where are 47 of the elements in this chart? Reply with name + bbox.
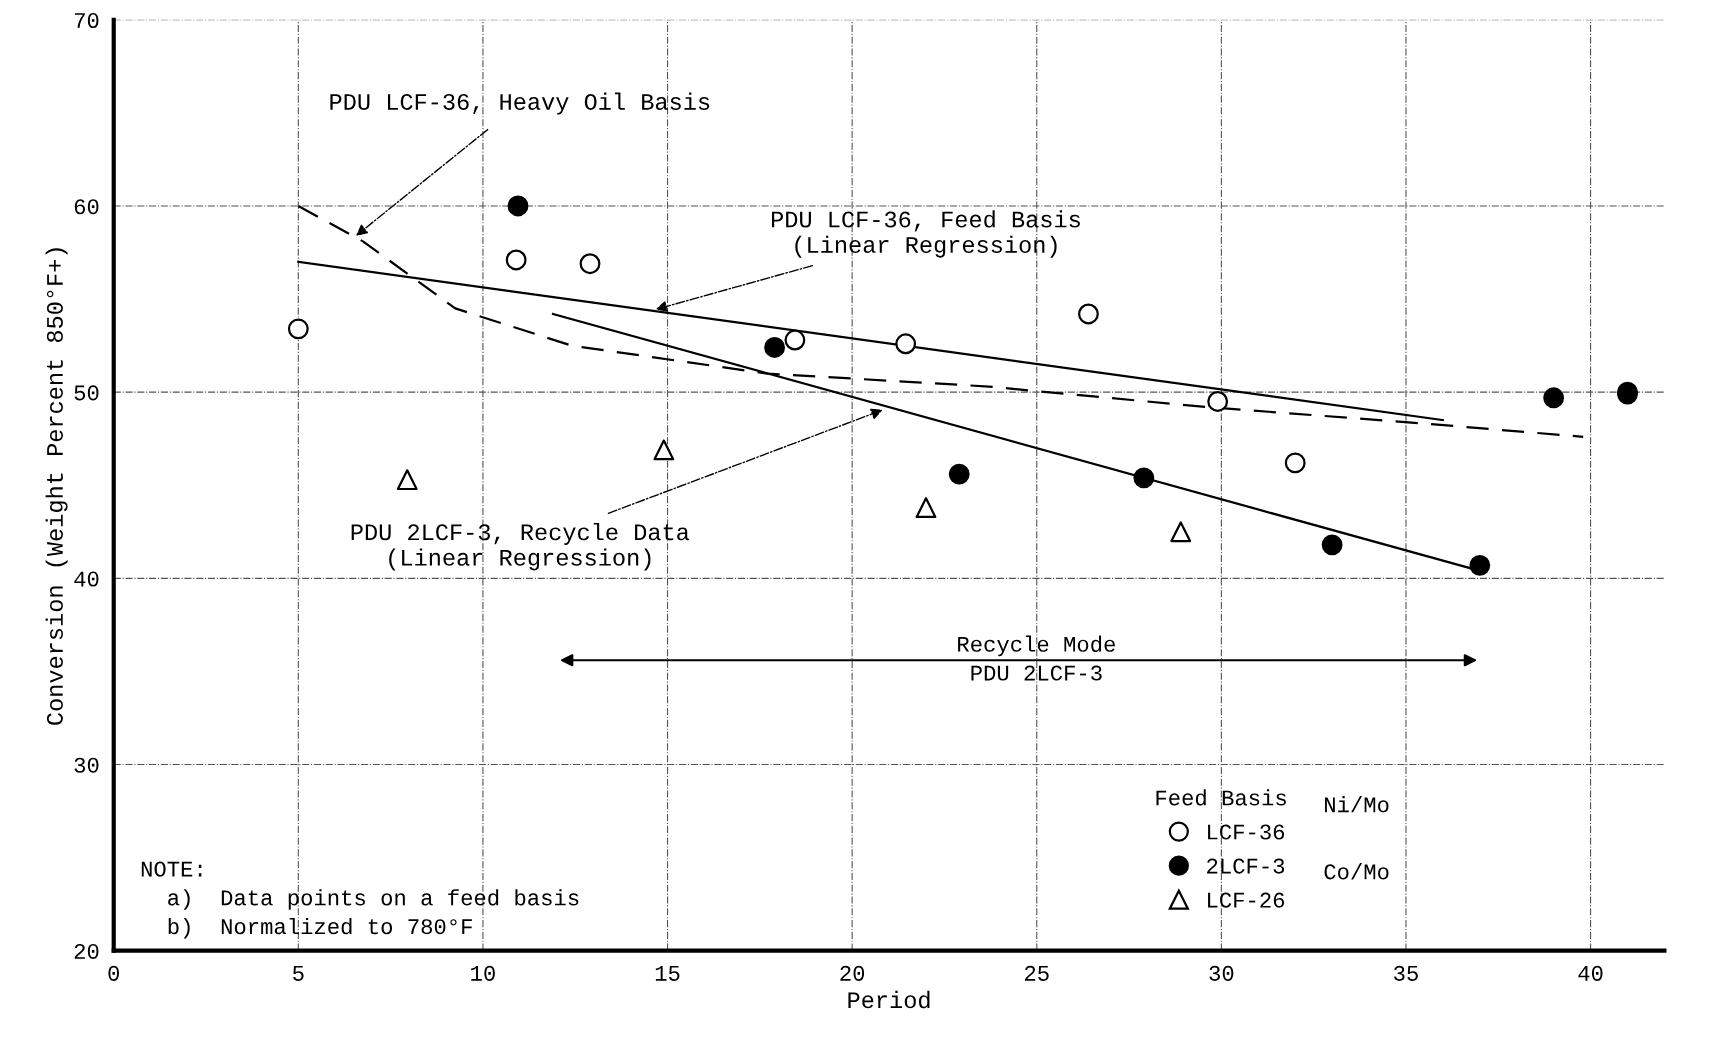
point <box>1078 303 1099 325</box>
y-tick-label: 20 <box>74 943 99 959</box>
x-tick-label: 15 <box>655 966 680 981</box>
x-axis-title: Period <box>848 990 930 1009</box>
point <box>948 463 970 485</box>
point <box>287 318 309 340</box>
legend-title: Feed Basis <box>1156 789 1286 806</box>
y-axis-title: Conversion (Weight Percent 850°F+) <box>45 248 68 725</box>
annotation: PDU 2LCF-3, Recycle Data (Linear Regression) <box>351 522 690 571</box>
point <box>653 439 675 461</box>
y-tick-label: 40 <box>74 571 99 587</box>
point <box>1170 521 1192 543</box>
point <box>1133 467 1155 489</box>
legend-label: LCF-26 <box>1208 892 1285 908</box>
annotation: NOTE: a) Data points on a feed basis b) Normalized to 780°F <box>141 861 579 939</box>
point <box>895 333 917 355</box>
point <box>579 253 601 275</box>
annotation: Co/Mo <box>1324 863 1389 880</box>
annotation: PDU LCF-36, Heavy Oil Basis <box>330 92 710 115</box>
point <box>1284 452 1306 474</box>
x-tick-label: 0 <box>108 965 120 981</box>
point <box>915 497 937 519</box>
point <box>1469 554 1491 576</box>
annotation: PDU LCF-36, Feed Basis (Linear Regression) <box>771 210 1080 258</box>
legend-label: 2LCF-3 <box>1207 858 1285 874</box>
point <box>1543 387 1565 409</box>
point <box>1207 391 1229 412</box>
annotation: Ni/Mo <box>1325 796 1389 813</box>
x-tick-label: 30 <box>1209 965 1234 981</box>
y-tick-label: 30 <box>74 757 99 773</box>
y-tick-label: 60 <box>74 199 99 215</box>
x-tick-label: 5 <box>293 966 304 981</box>
point <box>507 195 529 217</box>
point <box>784 329 806 351</box>
point <box>396 469 418 491</box>
point <box>1321 534 1343 556</box>
point <box>764 337 786 358</box>
y-tick-label: 70 <box>74 13 99 29</box>
x-tick-label: 20 <box>840 965 865 981</box>
legend-label: LCF-36 <box>1208 824 1285 840</box>
x-tick-label: 10 <box>471 965 495 981</box>
x-tick-label: 40 <box>1578 965 1603 981</box>
x-tick-label: 35 <box>1394 965 1418 981</box>
annotation: Recycle Mode PDU 2LCF-3 <box>958 635 1115 681</box>
y-tick-label: 50 <box>74 385 99 401</box>
point <box>505 249 527 271</box>
x-tick-label: 25 <box>1024 965 1049 981</box>
